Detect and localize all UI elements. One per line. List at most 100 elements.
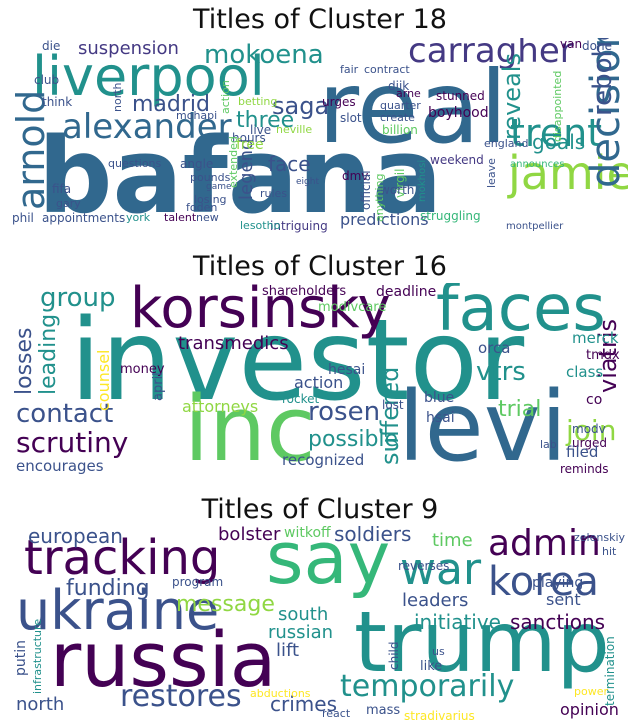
word-bafana: bafana xyxy=(38,115,443,235)
word-temporarily: temporarily xyxy=(340,669,515,704)
word-reverses: reverses xyxy=(398,559,450,573)
word-talent: talent xyxy=(164,211,197,224)
word-van: van xyxy=(560,38,583,51)
word-dmv: dmv xyxy=(342,169,369,183)
word-extended: extended xyxy=(227,136,240,188)
word-restores: restores xyxy=(120,679,242,714)
word-hesai: hesai xyxy=(328,362,366,378)
word-hit: hit xyxy=(602,545,617,558)
word-recognized: recognized xyxy=(282,451,365,469)
word-european: european xyxy=(28,526,123,548)
word-opinion: opinion xyxy=(560,700,619,719)
word-betting: betting xyxy=(238,95,278,108)
word-rocket: rocket xyxy=(282,392,320,406)
word-lift: lift xyxy=(276,640,300,661)
word-real: real xyxy=(318,49,508,166)
word-reminds: reminds xyxy=(560,462,609,476)
word-russian: russian xyxy=(268,622,334,643)
word-april: april xyxy=(151,372,166,401)
word-three: three xyxy=(236,108,295,133)
word-attorneys: attorneys xyxy=(182,397,259,416)
word-child: child xyxy=(387,641,401,671)
cluster-18-wordcloud: bafana real liverpool carragher alexande… xyxy=(12,38,628,235)
word-phil: phil xyxy=(12,211,34,225)
word-live: live xyxy=(250,123,272,137)
word-anything: anything xyxy=(373,173,386,222)
word-abductions: abductions xyxy=(250,687,311,700)
word-bolster: bolster xyxy=(218,526,281,545)
word-possible: possible xyxy=(308,427,399,452)
word-montpellier: montpellier xyxy=(506,221,564,232)
word-think: think xyxy=(42,95,73,109)
word-worth: worth xyxy=(380,183,415,197)
word-react: react xyxy=(322,707,351,720)
word-class: class xyxy=(566,363,604,381)
word-official: official xyxy=(359,170,373,210)
word-leading: leading xyxy=(36,313,61,395)
word-jamie: jamie xyxy=(508,146,628,200)
word-announces: announces xyxy=(510,159,565,170)
word-trump: trump xyxy=(354,593,610,691)
word-action: action xyxy=(294,373,344,392)
word-counsel: counsel xyxy=(94,349,113,412)
word-mokhosi: mokhosi xyxy=(417,159,428,202)
word-alexander: alexander xyxy=(62,107,232,147)
word-co: co xyxy=(586,392,603,408)
word-korsinsky: korsinsky xyxy=(130,283,391,341)
word-hours: hours xyxy=(232,131,266,145)
word-mohapi: mohapi xyxy=(176,109,218,122)
word-rules: rules xyxy=(260,187,288,200)
word-lab: lab xyxy=(540,438,557,451)
word-action: action xyxy=(219,80,232,114)
word-hsai: hsai xyxy=(426,410,455,426)
word-transmedics: transmedics xyxy=(178,333,289,354)
word-inc: inc xyxy=(184,377,316,479)
word-contract: contract xyxy=(364,63,410,76)
word-pounds: pounds xyxy=(190,171,231,184)
word-madrid: madrid xyxy=(132,92,210,117)
word-trial: trial xyxy=(498,397,542,422)
cluster-9-title: Titles of Cluster 9 xyxy=(201,494,439,525)
word-russia: russia xyxy=(50,615,277,704)
word-funding: funding xyxy=(66,576,150,601)
word-tmdx: tmdx xyxy=(586,348,620,363)
word-tracking: tracking xyxy=(24,530,221,586)
word-create: create xyxy=(380,111,415,124)
word-modivcare: modivcare xyxy=(318,300,387,315)
cluster-9-wordcloud: russia trump ukraine say tracking war ko… xyxy=(12,526,628,720)
cluster-18-title: Titles of Cluster 18 xyxy=(193,4,447,35)
word-predictions: predictions xyxy=(340,210,429,229)
cluster-16-title: Titles of Cluster 16 xyxy=(193,251,447,282)
word-admin: admin xyxy=(488,526,601,564)
word-group: group xyxy=(40,283,116,313)
word-power: power xyxy=(574,685,608,698)
word-liverpool: liverpool xyxy=(32,45,265,108)
word-york: york xyxy=(126,211,151,224)
word-say: say xyxy=(266,526,391,600)
word-gary: gary xyxy=(56,197,81,210)
word-filed: filed xyxy=(566,443,599,461)
word-questions: questions xyxy=(108,157,162,170)
word-lesotho: lesotho xyxy=(240,219,281,232)
word-north: north xyxy=(16,694,65,715)
word-levi: levi xyxy=(398,371,568,479)
word-foden: foden xyxy=(186,201,218,214)
cluster-16-wordcloud: investor inc levi korsinsky faces scruti… xyxy=(12,283,628,479)
word-zelenskiy: zelenskiy xyxy=(574,531,626,544)
word-like: like xyxy=(420,659,443,674)
word-struggling: struggling xyxy=(420,209,481,223)
word-free: free xyxy=(236,137,264,153)
word-game: game xyxy=(206,182,232,192)
word-stunned: stunned xyxy=(436,89,485,103)
word-putin: putin xyxy=(13,639,29,676)
word-investor: investor xyxy=(70,296,525,426)
word-orca: orca xyxy=(478,339,511,357)
word-time: time xyxy=(432,530,473,551)
word-korea: korea xyxy=(488,559,599,605)
word-south: south xyxy=(278,604,329,625)
word-done: done xyxy=(582,39,612,53)
word-money: money xyxy=(120,362,165,377)
word-us: us xyxy=(432,645,445,658)
cluster-16-panel: Titles of Cluster 16 investor inc levi k… xyxy=(0,245,640,480)
word-infrastructure: infrastructure xyxy=(31,618,44,694)
